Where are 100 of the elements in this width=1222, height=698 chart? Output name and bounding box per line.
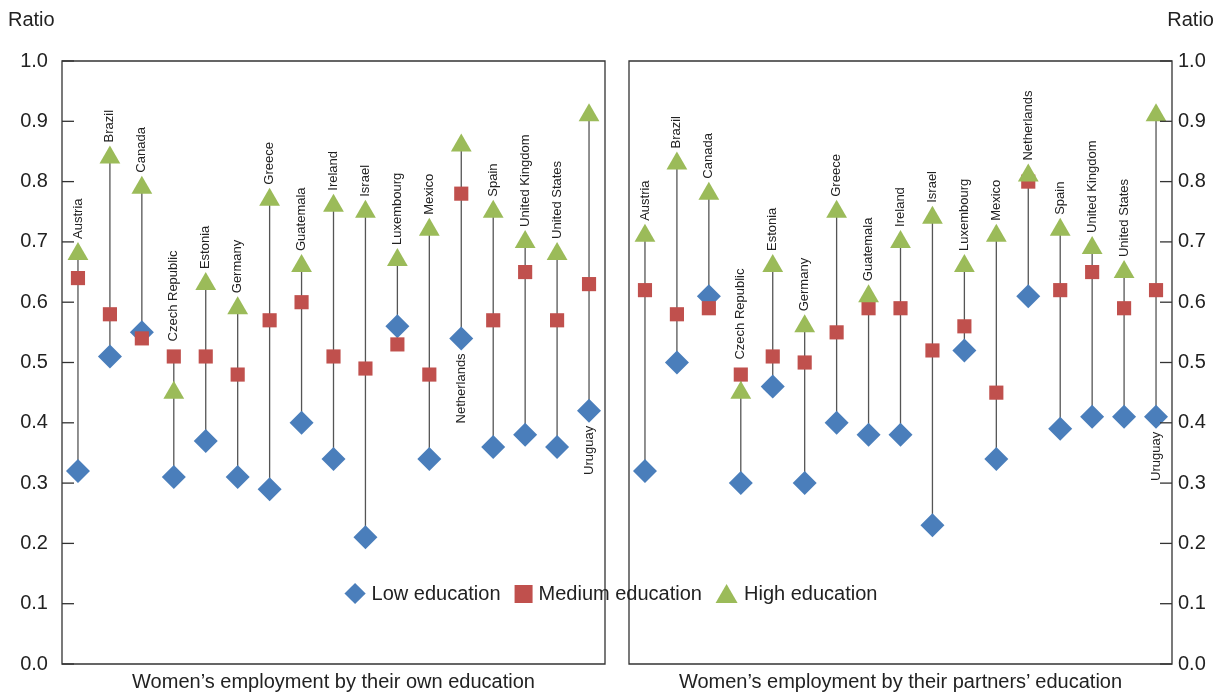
point xyxy=(985,223,1007,242)
y-tick-label: 0.7 xyxy=(20,229,48,252)
point xyxy=(99,145,121,164)
point xyxy=(765,349,780,364)
point xyxy=(1112,404,1137,429)
point xyxy=(97,344,122,369)
point xyxy=(195,272,217,291)
point xyxy=(733,367,748,382)
y-tick-label: 0.2 xyxy=(20,530,48,553)
y2-tick-label: 0.7 xyxy=(1178,229,1206,252)
point xyxy=(1117,301,1132,316)
point xyxy=(514,229,536,248)
point xyxy=(390,337,405,352)
point xyxy=(294,295,309,310)
point xyxy=(888,422,913,447)
y2-tick-label: 0.1 xyxy=(1178,591,1206,614)
point xyxy=(385,314,410,339)
point xyxy=(824,410,849,435)
y-tick-label: 0.3 xyxy=(20,470,48,493)
y-tick-label: 0.8 xyxy=(20,169,48,192)
x-tick-label: Israel xyxy=(924,170,940,203)
y-tick-label: 0.4 xyxy=(20,410,48,433)
y-tick-label: 0.1 xyxy=(20,591,48,614)
x-tick-label: Estonia xyxy=(764,206,780,252)
point xyxy=(513,422,538,447)
x-tick-label: Estonia xyxy=(197,224,213,270)
point xyxy=(323,193,344,212)
y-tick-label: 0.0 xyxy=(20,651,48,674)
point xyxy=(637,283,653,298)
point xyxy=(701,301,716,316)
point xyxy=(161,465,186,490)
point xyxy=(417,446,442,471)
point xyxy=(728,471,753,496)
x-tick-label: Uruguay xyxy=(580,425,596,475)
x-tick-label: Spain xyxy=(1051,181,1067,215)
x-tick-label: Ireland xyxy=(892,187,908,227)
point xyxy=(666,151,688,170)
x-tick-label: Guatemala xyxy=(293,186,309,252)
x-tick-label: Germany xyxy=(229,239,245,294)
point xyxy=(193,428,218,453)
point xyxy=(1017,163,1039,182)
point xyxy=(355,199,376,218)
x-tick-label: Czech Republic xyxy=(165,249,181,342)
x-tick-label: Brazil xyxy=(101,109,117,143)
point xyxy=(922,205,943,224)
x-tick-label: Luxembourg xyxy=(388,172,404,245)
y2-tick-label: 0.9 xyxy=(1178,108,1206,131)
x-tick-label: Brazil xyxy=(668,115,684,149)
x-tick-label: United States xyxy=(1115,178,1131,258)
point xyxy=(664,350,689,375)
point xyxy=(422,367,437,382)
point xyxy=(1081,235,1103,254)
y-tick-label: 0.5 xyxy=(20,350,48,373)
x-axis-title: Women’s employment by their partners’ education xyxy=(678,669,1123,692)
x-tick-label: Germany xyxy=(796,257,812,312)
point xyxy=(358,361,373,376)
y2-tick-label: 0.6 xyxy=(1178,289,1206,312)
point xyxy=(984,446,1009,471)
point xyxy=(581,277,597,292)
point xyxy=(67,241,89,260)
point xyxy=(792,471,817,496)
point xyxy=(230,367,245,382)
point xyxy=(227,296,249,315)
point xyxy=(578,103,600,122)
point xyxy=(321,446,346,471)
point xyxy=(890,229,911,248)
x-tick-label: Netherlands xyxy=(1019,89,1035,161)
y2-axis-title: Ratio xyxy=(1167,7,1214,30)
point xyxy=(102,307,117,322)
point xyxy=(856,422,881,447)
y2-tick-label: 0.0 xyxy=(1178,651,1206,674)
point xyxy=(166,349,181,364)
point xyxy=(953,254,975,273)
point xyxy=(386,247,408,266)
point xyxy=(225,465,250,490)
point xyxy=(257,477,282,502)
x-tick-label: Austria xyxy=(636,179,652,221)
point xyxy=(858,284,879,303)
x-axis-title: Women’s employment by their own education xyxy=(132,669,535,692)
y-axis-title: Ratio xyxy=(8,7,55,30)
point xyxy=(634,223,656,242)
x-tick-label: Canada xyxy=(133,126,149,173)
point xyxy=(1085,264,1100,280)
x-tick-label: Luxembourg xyxy=(955,178,971,252)
point xyxy=(632,459,657,484)
point xyxy=(481,434,506,459)
point xyxy=(1048,416,1073,441)
x-tick-label: Netherlands xyxy=(452,352,468,424)
point xyxy=(1113,260,1135,279)
point xyxy=(762,254,784,273)
point xyxy=(1144,404,1169,429)
point xyxy=(546,241,568,260)
point xyxy=(550,313,565,328)
y-tick-label: 0.6 xyxy=(20,289,48,312)
point xyxy=(669,307,684,322)
point xyxy=(326,349,341,364)
point xyxy=(1080,404,1105,429)
x-tick-label: Mexico xyxy=(420,173,436,215)
point xyxy=(1016,284,1041,309)
point xyxy=(797,355,812,370)
